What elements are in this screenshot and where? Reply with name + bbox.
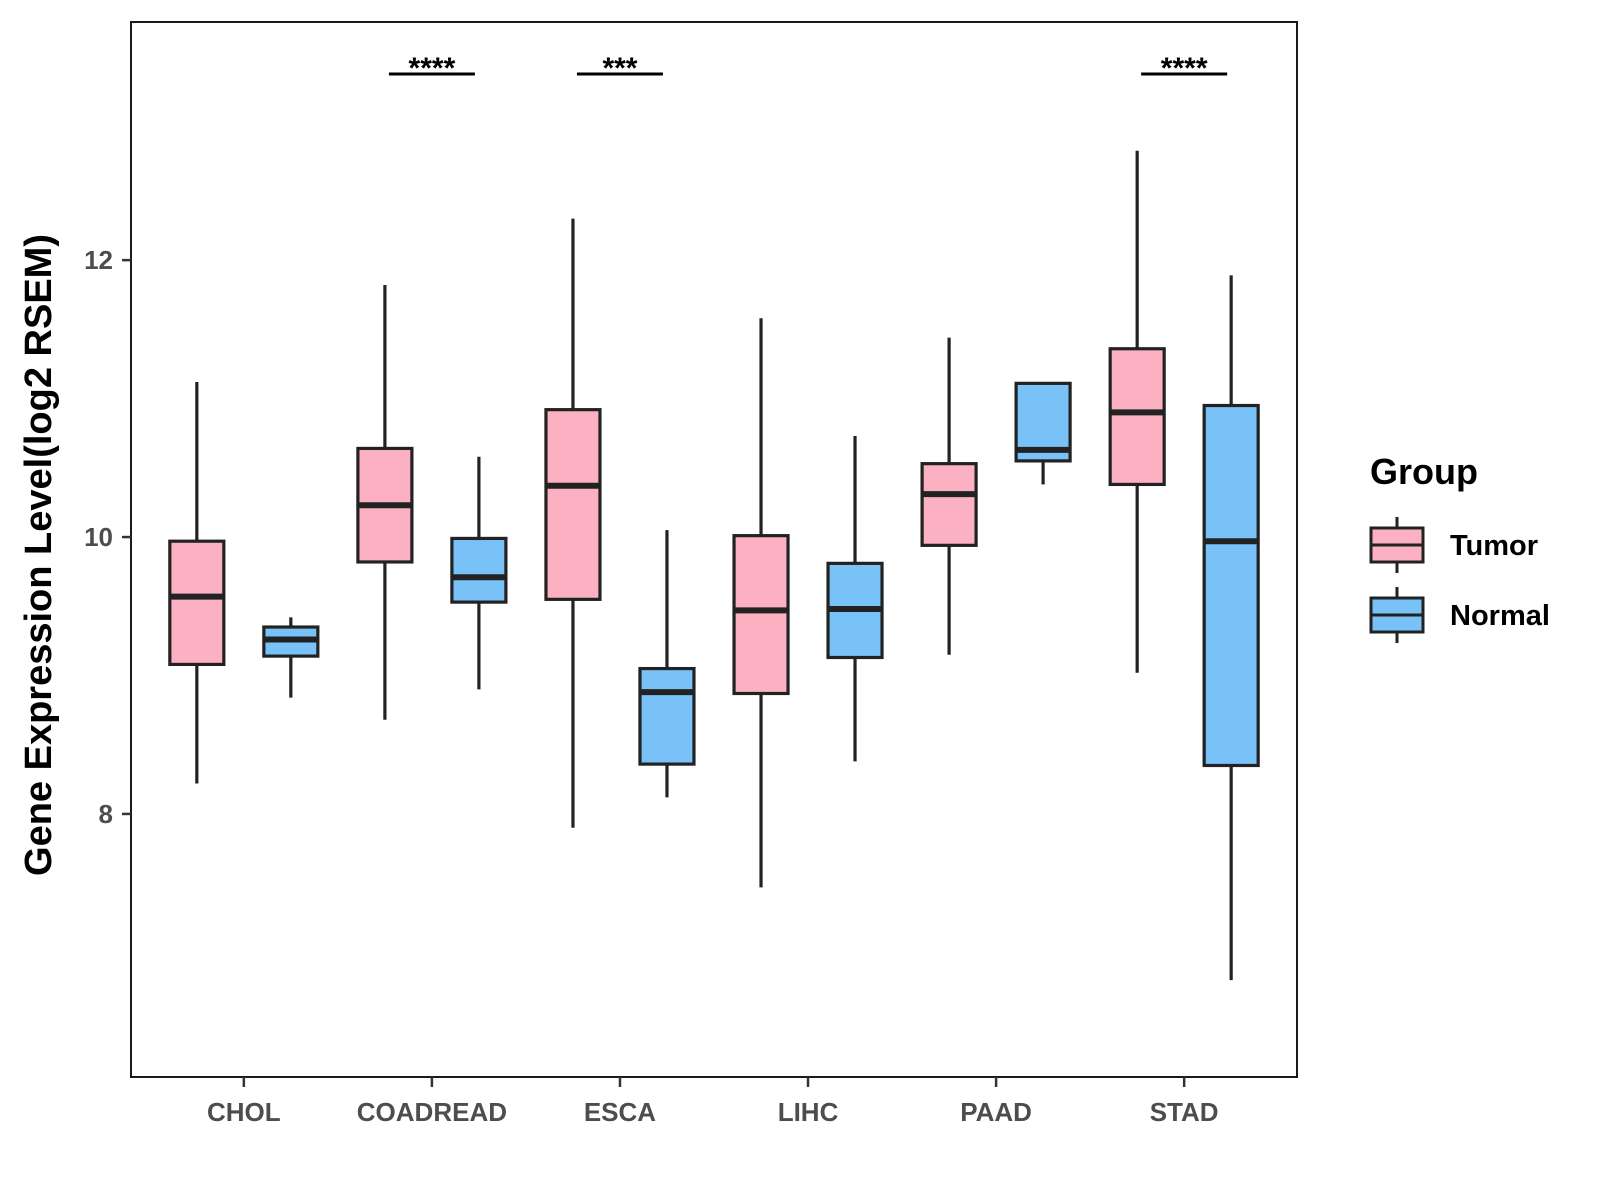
significance-esca: *** (576, 52, 663, 85)
box-normal-stad (1202, 275, 1260, 981)
legend-label: Normal (1450, 600, 1550, 632)
iqr-box (168, 539, 226, 667)
box-normal-coadread (450, 456, 508, 690)
box-tumor-coadread (356, 285, 414, 720)
iqr-box (450, 536, 508, 604)
iqr-box (732, 534, 790, 696)
box-tumor-stad (1108, 150, 1166, 673)
significance-coadread: **** (388, 52, 475, 85)
x-tick-label: ESCA (584, 1097, 656, 1127)
y-tick-label: 12 (84, 245, 113, 275)
box-normal-esca (638, 530, 696, 798)
box-tumor-lihc (732, 318, 790, 888)
x-axis: CHOL COADREAD ESCA LIHC PAAD STAD (207, 1077, 1219, 1127)
significance-stad: **** (1141, 52, 1228, 85)
legend-entry-normal: Normal (1369, 587, 1550, 643)
iqr-box (1202, 403, 1260, 768)
iqr-box (920, 462, 978, 547)
significance-label: **** (409, 52, 456, 85)
significance-label: *** (602, 52, 637, 85)
box-normal-paad (1014, 381, 1072, 485)
box-normal-lihc (826, 435, 884, 762)
box-tumor-paad (920, 337, 978, 655)
x-tick-label: COADREAD (357, 1097, 507, 1127)
box-normal-chol (262, 617, 320, 698)
x-tick-label: PAAD (960, 1097, 1032, 1127)
iqr-box (544, 408, 602, 601)
box-tumor-chol (168, 381, 226, 784)
significance-label: **** (1161, 52, 1208, 85)
iqr-box (638, 666, 696, 766)
legend-label: Tumor (1450, 530, 1538, 562)
legend: Group Tumor Normal (1369, 451, 1550, 643)
iqr-box (1108, 347, 1166, 487)
y-axis-title: Gene Expression Level(log2 RSEM) (18, 234, 60, 876)
legend-title: Group (1370, 451, 1478, 492)
x-tick-label: CHOL (207, 1097, 281, 1127)
y-axis: 8 10 12 (84, 245, 131, 829)
y-tick-label: 8 (99, 799, 113, 829)
panel-border (130, 21, 1298, 1078)
x-tick-label: STAD (1150, 1097, 1219, 1127)
plot-area: **** *** **** (130, 21, 1298, 1078)
x-tick-label: LIHC (778, 1097, 839, 1127)
y-tick-label: 10 (84, 522, 113, 552)
legend-entry-tumor: Tumor (1369, 517, 1538, 573)
box-tumor-esca (544, 218, 602, 828)
